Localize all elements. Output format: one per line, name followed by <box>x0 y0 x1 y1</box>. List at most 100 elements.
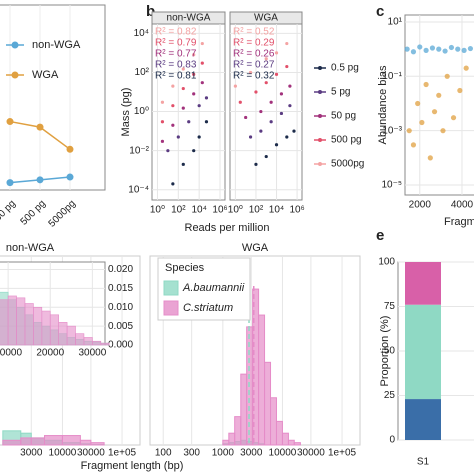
facet-title: non-WGA <box>167 13 211 24</box>
point <box>66 173 74 181</box>
point <box>197 104 201 108</box>
point <box>415 100 421 107</box>
x-tick-label: 3000 <box>20 448 43 459</box>
annotation: R² = 0.77 <box>155 49 197 60</box>
point <box>160 100 165 104</box>
point <box>254 90 258 94</box>
point <box>36 176 44 184</box>
point <box>404 46 410 52</box>
point <box>423 81 429 88</box>
point <box>204 120 209 124</box>
point <box>406 128 412 134</box>
y-tick-label: 0.010 <box>108 302 133 313</box>
annotation: R² = 0.32 <box>233 71 275 82</box>
y-tick-label: 10² <box>135 67 150 78</box>
x-tick-label: 30000 <box>78 348 106 359</box>
y-tick-label: 0.020 <box>108 264 133 275</box>
histogram-bar <box>75 333 85 346</box>
histogram-bar <box>44 435 63 446</box>
x-tick-label: S1 <box>417 457 430 468</box>
facet-title: WGA <box>242 242 269 254</box>
point <box>285 135 289 139</box>
point <box>448 44 455 51</box>
legend-swatch <box>318 66 322 70</box>
point <box>274 51 279 55</box>
facet-title: non-WGA <box>6 242 55 254</box>
x-tick-label: 5000pg <box>47 198 78 229</box>
histogram-bar <box>240 373 248 446</box>
point <box>417 44 423 50</box>
x-tick-label: 100 <box>155 448 172 459</box>
x-tick-label: 10⁴ <box>269 205 284 216</box>
y-tick-label: 100 <box>378 257 395 268</box>
y-tick-label: 10⁴ <box>134 28 149 39</box>
y-tick-label: 0.005 <box>108 321 133 332</box>
point <box>292 129 296 133</box>
histogram-bar <box>66 325 76 346</box>
point <box>455 46 461 52</box>
point <box>436 46 442 52</box>
legend-label: WGA <box>32 69 59 81</box>
x-tick-label: 300 <box>183 448 200 459</box>
x-tick-label: 10⁰ <box>228 205 243 216</box>
point <box>279 111 284 116</box>
histogram-bar <box>90 442 105 446</box>
point <box>410 49 417 55</box>
point <box>450 115 457 121</box>
legend-swatch <box>163 300 179 316</box>
point <box>419 119 425 126</box>
histogram-bar <box>41 310 51 346</box>
point <box>461 47 467 53</box>
histogram-bar <box>228 432 236 446</box>
point <box>269 120 273 124</box>
legend-label: 50 pg <box>331 111 356 122</box>
x-tick-label: 3000 <box>240 448 263 459</box>
legend-swatch <box>318 114 322 118</box>
x-tick-label: 1e+05 <box>328 448 357 459</box>
histogram-bar <box>7 295 17 346</box>
x-tick-label: 50 pg <box>0 198 18 223</box>
point <box>171 104 175 108</box>
point <box>171 84 175 88</box>
x-tick-label: 20000 <box>36 348 64 359</box>
plot-panel <box>404 14 474 196</box>
point <box>171 182 175 186</box>
point <box>166 149 170 153</box>
strip <box>151 11 226 25</box>
panel-label: b <box>146 3 155 20</box>
point <box>238 100 242 104</box>
point <box>264 57 268 61</box>
point <box>192 53 196 57</box>
x-tick-label: 10⁰ <box>150 205 165 216</box>
y-tick-label: 10⁰ <box>134 106 149 117</box>
x-axis-title: Reads per million <box>185 222 270 234</box>
histogram-bar <box>61 435 81 446</box>
x-axis-title: Fragment length (bp) <box>81 460 184 472</box>
point <box>429 45 436 51</box>
annotation: R² = 0.79 <box>155 38 197 49</box>
y-tick-label: 10⁻¹ <box>382 71 402 82</box>
histogram-bar <box>270 397 277 446</box>
legend-swatch <box>163 280 179 296</box>
x-tick-label: 10000 <box>0 348 22 359</box>
histogram-bar <box>0 299 9 346</box>
bar-segment <box>405 262 441 305</box>
legend-label: A.baumannii <box>182 282 245 294</box>
point <box>274 143 279 147</box>
point <box>431 109 438 115</box>
histogram-bar <box>79 439 92 446</box>
x-tick-label: 10² <box>171 205 186 216</box>
x-tick-label: 30000 <box>297 448 325 459</box>
y-tick-label: 10⁻² <box>129 145 149 156</box>
point <box>171 123 175 127</box>
legend-label: 5 pg <box>331 87 350 98</box>
point <box>187 120 191 124</box>
point <box>192 72 196 76</box>
facet-title: WGA <box>254 13 278 24</box>
point <box>66 145 74 153</box>
point <box>259 129 263 133</box>
point <box>244 115 248 120</box>
point <box>254 162 258 166</box>
point <box>204 96 209 100</box>
point <box>192 92 196 96</box>
